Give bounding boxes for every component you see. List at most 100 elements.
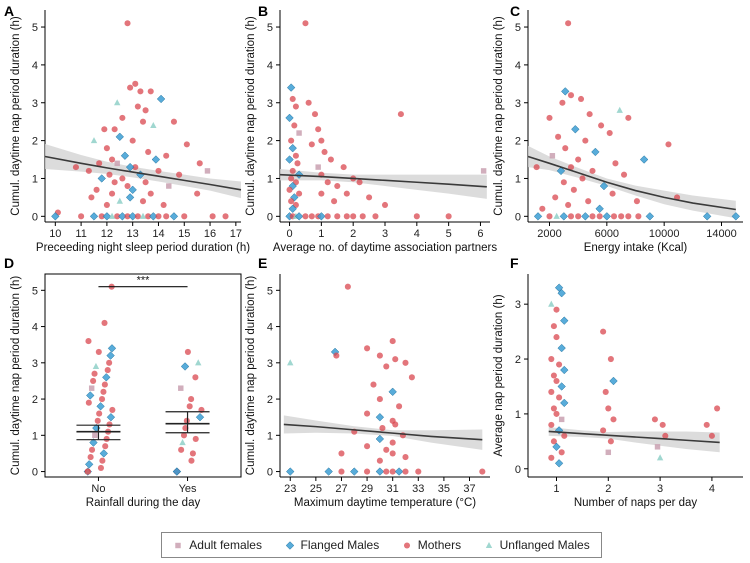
x-tick-label: 13 bbox=[127, 228, 139, 240]
data-point bbox=[188, 396, 195, 403]
fit-line bbox=[283, 423, 483, 441]
data-point bbox=[305, 99, 312, 106]
data-point bbox=[308, 141, 315, 148]
data-point bbox=[134, 213, 141, 220]
data-point bbox=[639, 155, 649, 164]
y-tick-label: 2 bbox=[515, 136, 521, 148]
legend-marker-shape bbox=[485, 541, 492, 549]
data-point bbox=[560, 316, 569, 325]
x-tick-label: 33 bbox=[412, 483, 424, 495]
data-point bbox=[89, 212, 99, 221]
data-point bbox=[91, 370, 98, 377]
y-tick-label: 4 bbox=[267, 60, 273, 72]
panel-label: F bbox=[510, 255, 519, 271]
data-point bbox=[318, 190, 325, 197]
data-point bbox=[582, 137, 589, 144]
x-axis-label: Rainfall during the day bbox=[86, 497, 201, 509]
data-point bbox=[324, 467, 333, 476]
x-tick-label: 29 bbox=[361, 483, 373, 495]
legend-label: Mothers bbox=[417, 538, 462, 552]
data-point bbox=[389, 439, 396, 446]
data-point bbox=[147, 88, 154, 95]
data-point bbox=[101, 381, 108, 388]
legend-label: Unflanged Males bbox=[499, 538, 590, 552]
x-axis-label: Energy intake (Kcal) bbox=[584, 242, 688, 254]
y-axis-label: Average nap period duration (h) bbox=[493, 294, 505, 456]
data-point bbox=[546, 114, 553, 121]
data-point bbox=[292, 103, 299, 110]
data-point bbox=[402, 468, 409, 475]
x-tick-label: 16 bbox=[204, 228, 216, 240]
data-point bbox=[151, 155, 161, 164]
data-point bbox=[554, 459, 564, 468]
data-point bbox=[106, 359, 113, 366]
data-point bbox=[708, 432, 715, 439]
y-tick-label: 2 bbox=[267, 394, 273, 406]
data-point bbox=[415, 468, 422, 475]
legend-marker-shape bbox=[403, 542, 410, 549]
data-point bbox=[364, 443, 371, 450]
data-point bbox=[567, 92, 575, 99]
data-point bbox=[286, 186, 293, 193]
y-tick-label: 1 bbox=[515, 173, 521, 185]
data-point bbox=[96, 410, 103, 417]
data-point bbox=[533, 164, 540, 171]
x-tick-label: 2 bbox=[605, 483, 611, 495]
data-point bbox=[124, 182, 131, 190]
data-point bbox=[155, 167, 162, 174]
data-point bbox=[183, 141, 190, 148]
data-point bbox=[334, 213, 341, 220]
data-point bbox=[389, 468, 396, 475]
data-point bbox=[196, 160, 203, 167]
data-point bbox=[97, 464, 104, 471]
data-point bbox=[116, 197, 123, 204]
data-point bbox=[93, 186, 100, 193]
data-point bbox=[548, 388, 555, 395]
y-tick-label: 5 bbox=[515, 22, 521, 34]
data-point bbox=[311, 111, 319, 118]
data-point bbox=[101, 126, 108, 133]
data-point bbox=[114, 213, 121, 220]
data-point bbox=[392, 356, 399, 363]
data-point bbox=[296, 130, 302, 136]
data-point bbox=[556, 361, 563, 368]
y-tick-label: 3 bbox=[515, 299, 521, 311]
data-point bbox=[599, 181, 609, 191]
legend-item: Flanged Males bbox=[285, 538, 379, 552]
data-point bbox=[533, 212, 543, 221]
x-tick-label: 10000 bbox=[649, 228, 680, 240]
y-tick-label: 0 bbox=[515, 464, 521, 476]
data-point bbox=[565, 20, 572, 27]
data-point bbox=[618, 213, 625, 220]
y-tick-label: 2 bbox=[515, 354, 521, 366]
data-point bbox=[324, 213, 331, 220]
x-tick-label: 14000 bbox=[706, 228, 737, 240]
data-point bbox=[558, 416, 565, 423]
data-point bbox=[548, 300, 555, 307]
data-point bbox=[571, 125, 580, 134]
x-tick-label: 6000 bbox=[595, 228, 619, 240]
data-point bbox=[612, 160, 619, 167]
data-point bbox=[359, 213, 366, 220]
x-tick-label: 10 bbox=[49, 228, 61, 240]
panel-c: 0 1 2 3 4 5 2000 6000 10000 14000 Energy intake (K… bbox=[493, 3, 743, 254]
data-point bbox=[334, 182, 341, 190]
x-tick-label: 27 bbox=[335, 483, 347, 495]
data-point bbox=[192, 374, 199, 381]
data-point bbox=[78, 213, 85, 220]
data-point bbox=[288, 204, 297, 213]
x-tick-label: 23 bbox=[284, 483, 296, 495]
y-tick-label: 1 bbox=[32, 430, 38, 442]
data-point bbox=[99, 457, 106, 464]
data-point bbox=[294, 212, 304, 221]
data-point bbox=[370, 381, 377, 388]
data-point bbox=[72, 164, 79, 171]
data-point bbox=[288, 175, 295, 182]
data-point bbox=[554, 283, 564, 292]
data-point bbox=[389, 450, 396, 457]
data-point bbox=[99, 449, 108, 458]
data-point bbox=[602, 388, 609, 395]
y-tick-label: 3 bbox=[267, 358, 273, 370]
data-point bbox=[88, 194, 95, 201]
data-point bbox=[606, 129, 613, 137]
